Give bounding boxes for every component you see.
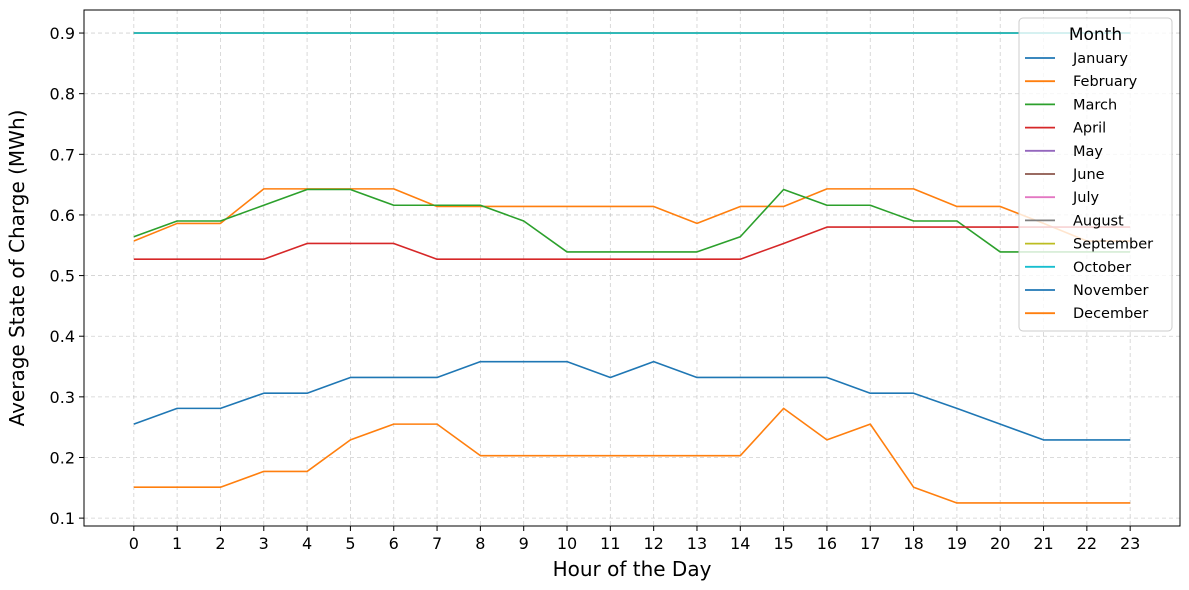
series-line-february: [133, 188, 1131, 242]
x-tick-label: 4: [302, 534, 312, 553]
legend-label: January: [1072, 51, 1128, 67]
y-tick-label: 0.3: [50, 388, 75, 407]
x-tick-label: 22: [1077, 534, 1097, 553]
y-tick-label: 0.4: [50, 327, 75, 346]
legend-title: Month: [1069, 25, 1122, 45]
x-tick-label: 0: [129, 534, 139, 553]
x-tick-label: 21: [1033, 534, 1053, 553]
x-tick-label: 5: [345, 534, 355, 553]
legend-items: January February March April May June July Augu…: [1025, 51, 1153, 322]
x-tick-label: 2: [215, 534, 225, 553]
x-tick-label: 16: [817, 534, 837, 553]
x-tick-label: 18: [903, 534, 923, 553]
legend-box: [1018, 17, 1173, 332]
x-tick-label: 19: [947, 534, 967, 553]
legend-label: November: [1073, 283, 1148, 299]
x-tick-label: 3: [259, 534, 269, 553]
x-tick-label: 13: [687, 534, 707, 553]
x-tick-label: 8: [475, 534, 485, 553]
legend-label: April: [1073, 121, 1106, 137]
x-tick-label: 10: [557, 534, 577, 553]
x-axis-label: Hour of the Day: [553, 557, 712, 581]
legend: Month January February March April May June Ju…: [1018, 17, 1173, 332]
x-tick-label: 9: [519, 534, 529, 553]
x-tick-label: 6: [389, 534, 399, 553]
legend-label: February: [1073, 74, 1138, 90]
x-tick-label: 20: [990, 534, 1010, 553]
y-axis-label: Average State of Charge (MWh): [5, 110, 29, 427]
y-tick-label: 0.1: [50, 509, 75, 528]
x-tick-label: 15: [773, 534, 793, 553]
legend-label: August: [1073, 213, 1124, 229]
plot-frame: [83, 9, 1181, 527]
series-line-march: [133, 188, 1131, 253]
legend-label: October: [1073, 260, 1131, 276]
x-tick-label: 17: [860, 534, 880, 553]
series-line-november: [133, 360, 1131, 441]
x-tick-label: 7: [432, 534, 442, 553]
legend-label: September: [1073, 237, 1153, 253]
y-axis: 0.1 0.2 0.3 0.4 0.5 0.6 0.7 0.8 0.9: [50, 24, 84, 528]
series-lines: [133, 32, 1131, 504]
legend-label: June: [1072, 167, 1105, 183]
y-tick-label: 0.2: [50, 448, 75, 467]
legend-label: March: [1073, 97, 1117, 113]
y-tick-label: 0.8: [50, 85, 75, 104]
y-tick-label: 0.9: [50, 24, 75, 43]
series-line-april: [133, 226, 1131, 261]
legend-label: May: [1073, 144, 1103, 160]
x-axis: 0 1 2 3 4 5 6 7 8 9 10 11 12 13 14 15 16 17 18 19 20 21 22 23: [129, 526, 1140, 553]
series-line-december: [133, 407, 1131, 504]
x-tick-label: 14: [730, 534, 750, 553]
x-tick-label: 11: [600, 534, 620, 553]
y-tick-label: 0.6: [50, 206, 75, 225]
legend-label: July: [1072, 190, 1099, 206]
x-tick-label: 12: [643, 534, 663, 553]
legend-label: December: [1073, 306, 1148, 322]
x-tick-label: 1: [172, 534, 182, 553]
y-tick-label: 0.7: [50, 145, 75, 164]
y-tick-label: 0.5: [50, 267, 75, 286]
x-tick-label: 23: [1120, 534, 1140, 553]
